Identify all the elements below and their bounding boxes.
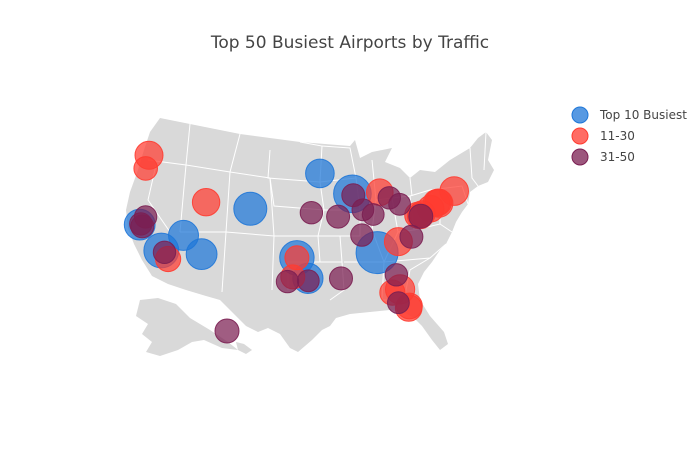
- hawaii-shape: [236, 342, 252, 354]
- airport-marker-low[interactable]: [399, 224, 424, 249]
- airport-marker-low[interactable]: [361, 203, 385, 226]
- legend-label-low[interactable]: 31-50: [600, 150, 635, 164]
- map-legend: Top 10 Busiest 11-30 31-50: [571, 106, 687, 166]
- legend-swatch-mid[interactable]: [571, 127, 589, 145]
- airport-marker-low[interactable]: [350, 223, 374, 247]
- legend-swatch-top10[interactable]: [571, 106, 589, 124]
- airport-marker-top10[interactable]: [305, 158, 335, 189]
- airport-marker-mid[interactable]: [284, 245, 310, 271]
- airport-marker-low[interactable]: [296, 269, 320, 293]
- airport-marker-low[interactable]: [329, 266, 353, 291]
- alaska-shape: [136, 298, 238, 356]
- airport-marker-low[interactable]: [326, 204, 351, 229]
- map-title: Top 50 Busiest Airports by Traffic: [210, 33, 490, 53]
- airport-marker-low[interactable]: [408, 203, 434, 229]
- airport-marker-low[interactable]: [275, 269, 300, 294]
- airport-marker-low[interactable]: [384, 263, 409, 287]
- airport-marker-low[interactable]: [152, 240, 177, 265]
- airport-markers: [123, 140, 470, 344]
- airport-marker-mid[interactable]: [133, 156, 158, 181]
- airport-marker-low[interactable]: [387, 291, 410, 315]
- legend-swatch-low[interactable]: [571, 148, 589, 166]
- legend-label-mid[interactable]: 11-30: [600, 129, 635, 143]
- airport-marker-low[interactable]: [299, 201, 324, 225]
- airport-marker-mid[interactable]: [191, 188, 221, 217]
- airport-marker-top10[interactable]: [233, 191, 268, 226]
- airport-marker-low[interactable]: [388, 192, 412, 216]
- airport-marker-top10[interactable]: [168, 219, 199, 251]
- airport-marker-low[interactable]: [133, 205, 158, 229]
- legend-label-top10[interactable]: Top 10 Busiest: [599, 108, 687, 122]
- airport-marker-low[interactable]: [214, 318, 240, 344]
